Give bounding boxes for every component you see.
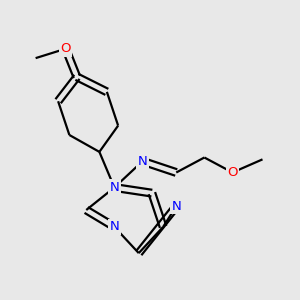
Text: N: N	[171, 200, 181, 213]
Text: N: N	[110, 220, 119, 233]
Text: O: O	[227, 166, 238, 179]
Text: O: O	[60, 42, 71, 55]
Text: N: N	[138, 155, 147, 168]
Text: N: N	[110, 181, 119, 194]
